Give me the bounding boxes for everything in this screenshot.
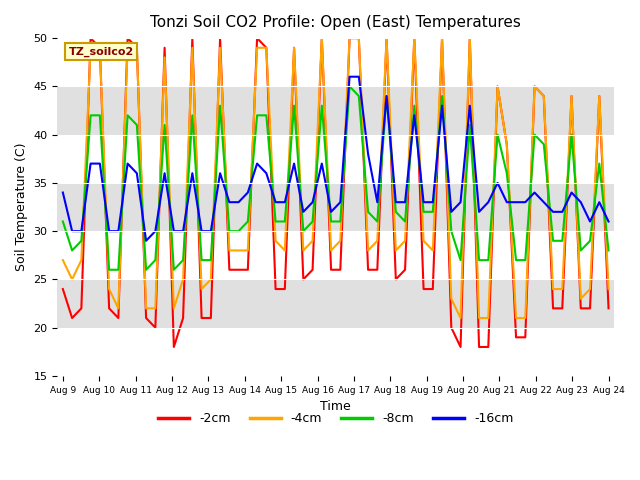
-16cm bbox=[605, 218, 612, 224]
-2cm bbox=[87, 35, 95, 41]
Bar bbox=[58, 134, 614, 183]
-2cm bbox=[216, 35, 224, 41]
-8cm bbox=[225, 228, 233, 234]
-4cm bbox=[244, 248, 252, 253]
-8cm bbox=[253, 112, 261, 118]
-16cm bbox=[225, 199, 233, 205]
Line: -4cm: -4cm bbox=[63, 38, 609, 318]
-4cm bbox=[318, 35, 326, 41]
-2cm bbox=[605, 305, 612, 311]
Bar bbox=[58, 279, 614, 328]
-8cm bbox=[105, 267, 113, 273]
Y-axis label: Soil Temperature (C): Soil Temperature (C) bbox=[15, 143, 28, 271]
-16cm bbox=[161, 170, 168, 176]
-4cm bbox=[59, 257, 67, 263]
-16cm bbox=[346, 74, 353, 80]
-16cm bbox=[253, 161, 261, 167]
-2cm bbox=[161, 45, 168, 51]
-2cm bbox=[235, 267, 243, 273]
Legend: -2cm, -4cm, -8cm, -16cm: -2cm, -4cm, -8cm, -16cm bbox=[153, 408, 518, 431]
Line: -8cm: -8cm bbox=[63, 86, 609, 270]
Title: Tonzi Soil CO2 Profile: Open (East) Temperatures: Tonzi Soil CO2 Profile: Open (East) Temp… bbox=[150, 15, 521, 30]
-16cm bbox=[207, 228, 214, 234]
-2cm bbox=[420, 286, 428, 292]
-8cm bbox=[161, 122, 168, 128]
Bar bbox=[58, 183, 614, 231]
-8cm bbox=[420, 209, 428, 215]
Bar bbox=[58, 328, 614, 376]
-16cm bbox=[142, 238, 150, 244]
-8cm bbox=[605, 248, 612, 253]
-4cm bbox=[198, 286, 205, 292]
-4cm bbox=[457, 315, 465, 321]
Line: -2cm: -2cm bbox=[63, 38, 609, 347]
Bar bbox=[58, 86, 614, 134]
-16cm bbox=[59, 190, 67, 195]
X-axis label: Time: Time bbox=[321, 400, 351, 413]
-2cm bbox=[262, 45, 270, 51]
Bar bbox=[58, 231, 614, 279]
-4cm bbox=[235, 248, 243, 253]
-4cm bbox=[216, 45, 224, 51]
-8cm bbox=[207, 257, 214, 263]
-2cm bbox=[170, 344, 178, 350]
-8cm bbox=[244, 218, 252, 224]
-8cm bbox=[346, 84, 353, 89]
Bar bbox=[58, 38, 614, 86]
Text: TZ_soilco2: TZ_soilco2 bbox=[68, 47, 134, 57]
-4cm bbox=[605, 286, 612, 292]
Line: -16cm: -16cm bbox=[63, 77, 609, 241]
-2cm bbox=[253, 35, 261, 41]
-4cm bbox=[410, 35, 418, 41]
-16cm bbox=[420, 199, 428, 205]
-16cm bbox=[244, 190, 252, 195]
-4cm bbox=[152, 305, 159, 311]
-8cm bbox=[59, 218, 67, 224]
-2cm bbox=[59, 286, 67, 292]
